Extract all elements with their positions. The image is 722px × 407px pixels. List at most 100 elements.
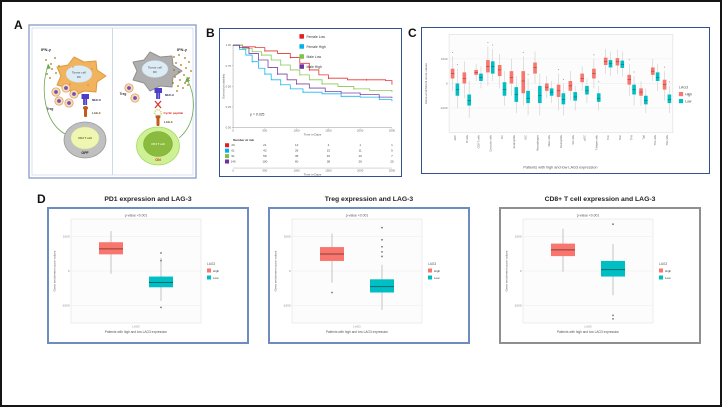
d-ytick-label: 1000 <box>515 234 522 238</box>
c-legend-title: LAG3 <box>679 85 688 89</box>
risk-table-title: Number at risk <box>233 138 254 142</box>
tumor-nucleus-left <box>65 65 93 83</box>
box <box>585 85 589 95</box>
risk-count: 4 <box>328 143 330 147</box>
km-xtick-label: 2500 <box>389 129 396 133</box>
panel-a-label: A <box>14 18 23 32</box>
risk-xaxis-label: Time in Days <box>304 172 322 176</box>
c-category-label: TFH <box>630 135 634 140</box>
c-category-label: DC <box>500 135 504 139</box>
risk-xtick-label: 1000 <box>294 169 301 173</box>
treg-boxplot-card: p-value <0.001 1000 0 -1000 Gene enrichment … <box>268 207 470 344</box>
box <box>538 85 542 104</box>
ifn-gamma-dots-right <box>172 54 192 92</box>
c-category-label: Tem <box>618 135 622 140</box>
outlier-dot <box>492 44 494 46</box>
d-pvalue: p-value <0.001 <box>577 214 600 218</box>
panel-c-label: C <box>408 26 417 40</box>
box <box>502 82 507 96</box>
risk-count: 26 <box>295 149 299 153</box>
km-ytick-label: 1.00 <box>226 43 232 47</box>
c-category-label: CD8 T cells <box>477 134 481 148</box>
km-ytick-label: 0.25 <box>226 105 232 109</box>
risk-count: 42 <box>263 149 267 153</box>
d-xaxis-label: Patients with high and low LAG3 expressi… <box>105 330 167 334</box>
risk-xtick-label: 1500 <box>325 169 332 173</box>
risk-count: 10 <box>359 154 363 158</box>
km-ytick-label: 0.50 <box>226 84 232 88</box>
d-ytick-label: -1000 <box>283 304 291 308</box>
km-xtick-label: 1000 <box>294 129 301 133</box>
d-ytick-label: 0 <box>289 269 291 273</box>
pd1-boxplot-chart: p-value <0.001 1000 0 -1000 Gene enrichment … <box>53 214 220 335</box>
c-category-label: Th2 cells <box>665 134 669 145</box>
outlier-dot <box>633 71 635 73</box>
d-ytick-label: -1000 <box>514 304 522 308</box>
outlier-dot <box>628 59 630 61</box>
risk-count: 26 <box>359 160 363 164</box>
km-xtick-label: 1500 <box>325 129 332 133</box>
box <box>526 90 530 104</box>
c-category-label: Th1 cells <box>653 134 657 145</box>
risk-xtick-label: 2500 <box>389 169 396 173</box>
ifn-secretion-arrow-left <box>43 65 66 135</box>
outlier-dot <box>160 252 162 254</box>
c-category-label: Tcm <box>606 135 610 140</box>
c-category-label: Mast cells <box>547 134 551 146</box>
d-legend-label: Low <box>665 276 671 280</box>
c-category-label: aDC <box>453 135 457 140</box>
outlier-dot <box>456 64 458 66</box>
box <box>467 94 471 106</box>
lag3-receptor-right-icon <box>156 117 160 126</box>
risk-xtick-label: 2000 <box>357 169 364 173</box>
lag3-label-right: LAG-3 <box>164 120 173 124</box>
box <box>667 94 672 104</box>
c-legend-label: Low <box>685 100 692 104</box>
d-legend-swatch <box>207 275 211 280</box>
risk-count: 38 <box>327 160 331 164</box>
c-category-label: Macrophages <box>535 134 539 150</box>
d-yaxis-label: Gene enrichment score values <box>53 250 57 291</box>
outlier-dot <box>381 245 383 248</box>
c-yaxis-label: Gene enrichment score values <box>424 63 428 104</box>
box <box>370 279 394 293</box>
c-category-label: T helper cells <box>594 134 598 150</box>
c-category-label: Tgd <box>641 135 645 140</box>
risk-row-swatch <box>225 159 230 164</box>
km-legend-label: Female Low <box>306 35 325 39</box>
d-legend-label: High <box>434 269 441 273</box>
km-xtick-label: 0 <box>232 129 234 133</box>
outlier-dot <box>612 223 614 226</box>
treg-label-left: Treg <box>47 107 54 111</box>
outlier-dot <box>160 306 162 309</box>
km-legend-swatch <box>299 54 304 59</box>
outlier-dot <box>381 255 383 258</box>
ifn-secretion-arrow-right <box>178 78 194 139</box>
ifn-gamma-label-right: IFN-γ <box>177 47 188 52</box>
mhc2-label-left: MHC-II <box>92 98 101 102</box>
km-ytick-label: 0.00 <box>226 126 232 130</box>
mhc2-receptor-left-icon <box>81 94 89 105</box>
box <box>521 71 526 94</box>
risk-count: 60 <box>295 160 299 164</box>
state-off-label: OFF <box>81 151 89 155</box>
panel-b-label: B <box>206 26 215 40</box>
d-pvalue: p-value <0.001 <box>125 214 148 218</box>
treg-label-right: Treg <box>120 92 127 96</box>
treg-boxplot-chart: p-value <0.001 1000 0 -1000 Gene enrichment … <box>274 214 441 335</box>
box <box>99 242 123 255</box>
panel-c-boxplot: 1000 0 -1000 Gene enrichment score values aD… <box>421 27 710 174</box>
box <box>551 243 575 257</box>
d-legend-label: Low <box>434 276 440 280</box>
d-ytick-label: 1000 <box>284 234 291 238</box>
risk-count: 11 <box>359 149 362 153</box>
km-xaxis-label: Time in Days <box>304 133 322 137</box>
outlier-dot <box>381 251 383 253</box>
outlier-dot <box>558 69 560 71</box>
risk-row-swatch <box>225 143 230 148</box>
d-legend-swatch <box>207 268 211 273</box>
km-pvalue: p = 0.025 <box>250 113 264 117</box>
km-xtick-label: 500 <box>263 129 268 133</box>
c-ytick-label: 1000 <box>441 57 448 61</box>
